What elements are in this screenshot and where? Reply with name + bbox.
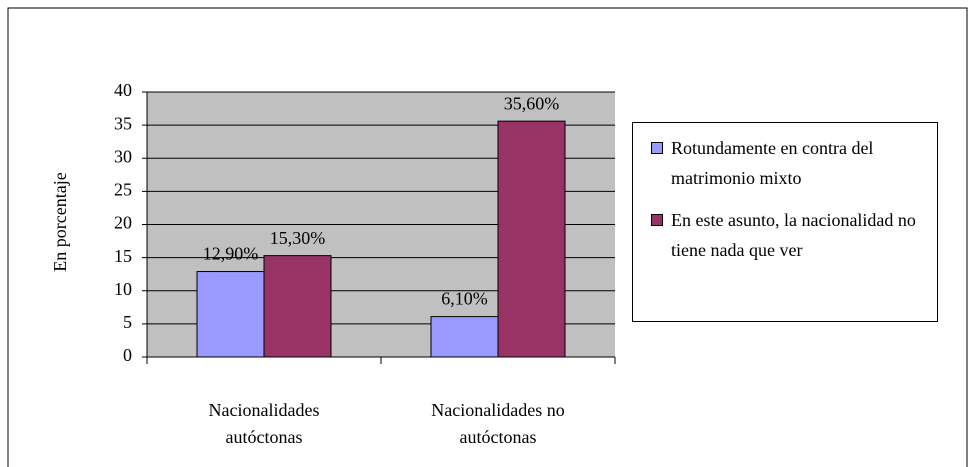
y-axis-label: En porcentaje	[50, 172, 70, 271]
value-label: 6,10%	[441, 289, 488, 309]
value-label: 35,60%	[504, 93, 560, 113]
y-tick-label: 5	[123, 312, 132, 332]
legend-swatch	[651, 142, 663, 154]
y-tick-label: 35	[114, 113, 132, 133]
y-tick-label: 15	[114, 246, 132, 266]
legend: Rotundamente en contra del matrimonio mi…	[632, 122, 938, 322]
legend-label: Rotundamente en contra del matrimonio mi…	[671, 138, 874, 188]
x-tick-label: Nacionalidades autóctonas	[208, 400, 320, 447]
legend-entry: En este asunto, la nacionalidad no tiene…	[651, 205, 923, 265]
y-tick-label: 40	[114, 80, 132, 100]
y-tick-label: 30	[114, 146, 132, 166]
value-label: 12,90%	[203, 244, 259, 264]
y-tick-label: 25	[114, 180, 132, 200]
y-tick-label: 20	[114, 213, 132, 233]
y-tick-label: 10	[114, 279, 132, 299]
bar	[196, 271, 265, 358]
frame	[7, 7, 968, 467]
value-label: 15,30%	[270, 228, 326, 248]
bar	[497, 120, 566, 358]
x-tick-label: Nacionalidades no autóctonas	[431, 400, 565, 447]
bar	[430, 316, 499, 358]
legend-swatch	[651, 214, 663, 226]
bar	[263, 255, 332, 358]
y-tick-label: 0	[123, 345, 132, 365]
legend-label: En este asunto, la nacionalidad no tiene…	[671, 210, 916, 260]
legend-entry: Rotundamente en contra del matrimonio mi…	[651, 133, 923, 193]
